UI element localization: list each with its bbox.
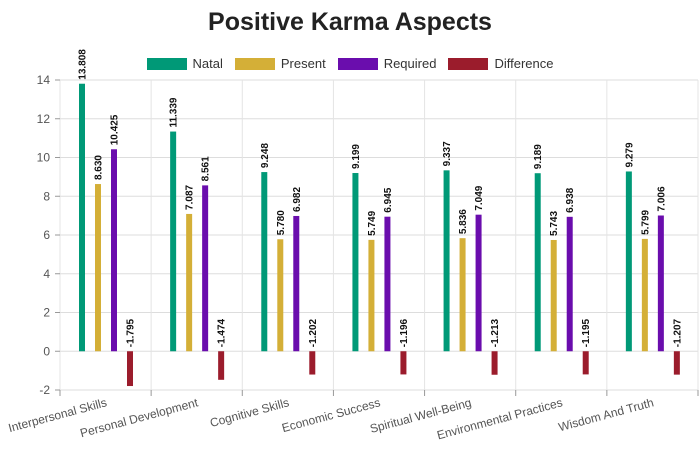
data-label-natal-0: 13.808	[78, 49, 89, 80]
y-tick-label: 4	[43, 267, 50, 281]
legend-item-present[interactable]: Present	[234, 56, 326, 71]
data-label-required-0: 10.425	[110, 114, 121, 145]
data-label-required-6: 7.006	[656, 186, 667, 211]
bar-difference-1[interactable]	[218, 351, 225, 380]
data-label-natal-6: 9.279	[624, 142, 635, 167]
legend-swatch-present	[234, 57, 275, 70]
legend-label-required: Required	[383, 56, 437, 71]
data-label-natal-3: 9.199	[351, 144, 362, 169]
bar-difference-6[interactable]	[673, 351, 680, 375]
data-label-natal-2: 9.248	[260, 143, 271, 168]
grid	[59, 79, 699, 391]
data-label-natal-5: 9.189	[533, 144, 544, 169]
y-tick-label: 8	[43, 189, 50, 203]
data-label-difference-0: -1.795	[126, 318, 137, 347]
legend-swatch-difference	[448, 57, 489, 70]
bar-required-2[interactable]	[293, 215, 300, 352]
y-tick-label: -2	[39, 383, 50, 397]
legend-label-present: Present	[280, 56, 326, 71]
data-label-present-4: 5.836	[458, 209, 469, 234]
bar-difference-0[interactable]	[127, 351, 133, 387]
legend-item-required[interactable]: Required	[337, 56, 437, 71]
bar-natal-6[interactable]	[625, 171, 632, 352]
data-label-natal-1: 11.339	[169, 97, 180, 127]
x-category-label-2: Cognitive Skills	[208, 395, 290, 430]
data-label-required-3: 6.945	[383, 187, 394, 212]
y-tick-label: 14	[37, 73, 51, 87]
chart-title: Positive Karma Aspects	[208, 8, 492, 36]
bar-present-0[interactable]	[95, 184, 101, 352]
y-tick-label: 10	[37, 151, 51, 165]
bar-difference-4[interactable]	[491, 351, 498, 375]
data-label-present-3: 5.749	[367, 210, 378, 235]
legend: Natal Present Required Difference	[0, 56, 700, 71]
bar-natal-5[interactable]	[534, 173, 541, 352]
data-label-present-2: 5.780	[276, 210, 287, 235]
bar-required-4[interactable]	[475, 214, 482, 352]
legend-label-natal: Natal	[192, 56, 223, 71]
bar-required-5[interactable]	[566, 216, 573, 352]
bar-required-6[interactable]	[657, 215, 664, 352]
y-tick-label: 0	[43, 344, 50, 358]
legend-item-natal[interactable]: Natal	[146, 56, 223, 71]
x-category-label-6: Wisdom And Truth	[557, 395, 655, 434]
data-label-difference-1: -1.474	[217, 318, 228, 347]
y-tick-label: 6	[43, 228, 50, 242]
data-label-difference-5: -1.195	[581, 318, 592, 347]
legend-item-difference[interactable]: Difference	[448, 56, 553, 71]
data-label-difference-4: -1.213	[490, 318, 501, 347]
bar-present-4[interactable]	[459, 238, 466, 352]
y-tick-label: 12	[37, 112, 51, 126]
data-label-difference-6: -1.207	[672, 318, 683, 347]
bar-present-3[interactable]	[368, 239, 375, 352]
data-label-present-5: 5.743	[549, 211, 560, 236]
data-label-required-1: 8.561	[201, 156, 212, 181]
bar-present-6[interactable]	[641, 238, 648, 352]
data-label-difference-2: -1.202	[308, 318, 319, 347]
bar-natal-0[interactable]	[79, 83, 85, 352]
data-labels: 13.808 11.339 9.248 9.199 9.337 9.189 9.279 8.6…	[78, 49, 684, 348]
bar-required-3[interactable]	[384, 216, 391, 352]
bar-natal-1[interactable]	[170, 131, 177, 352]
bar-difference-5[interactable]	[582, 351, 589, 375]
bar-present-1[interactable]	[186, 213, 193, 352]
legend-swatch-required	[337, 57, 378, 70]
bars	[79, 83, 680, 387]
bar-natal-2[interactable]	[261, 172, 268, 352]
bar-difference-2[interactable]	[309, 351, 316, 375]
x-category-label-3: Economic Success	[280, 395, 382, 435]
bar-required-0[interactable]	[111, 149, 117, 352]
data-label-present-0: 8.630	[94, 155, 105, 180]
y-axis: -2 0 2 4 6 8 10 12 14	[37, 73, 699, 397]
legend-label-difference: Difference	[494, 56, 554, 71]
data-label-difference-3: -1.196	[399, 318, 410, 347]
data-label-present-6: 5.799	[640, 209, 651, 234]
data-label-natal-4: 9.337	[442, 141, 453, 166]
bar-natal-3[interactable]	[352, 173, 359, 352]
bar-present-2[interactable]	[277, 239, 284, 352]
data-label-required-5: 6.938	[565, 187, 576, 212]
y-tick-label: 2	[43, 306, 50, 320]
data-label-required-4: 7.049	[474, 185, 485, 210]
data-label-present-1: 7.087	[185, 184, 196, 209]
bar-required-1[interactable]	[202, 185, 209, 352]
bar-difference-3[interactable]	[400, 351, 407, 375]
data-label-required-2: 6.982	[292, 187, 303, 212]
legend-swatch-natal	[146, 57, 187, 70]
bar-present-5[interactable]	[550, 239, 557, 352]
bar-natal-4[interactable]	[443, 170, 450, 352]
